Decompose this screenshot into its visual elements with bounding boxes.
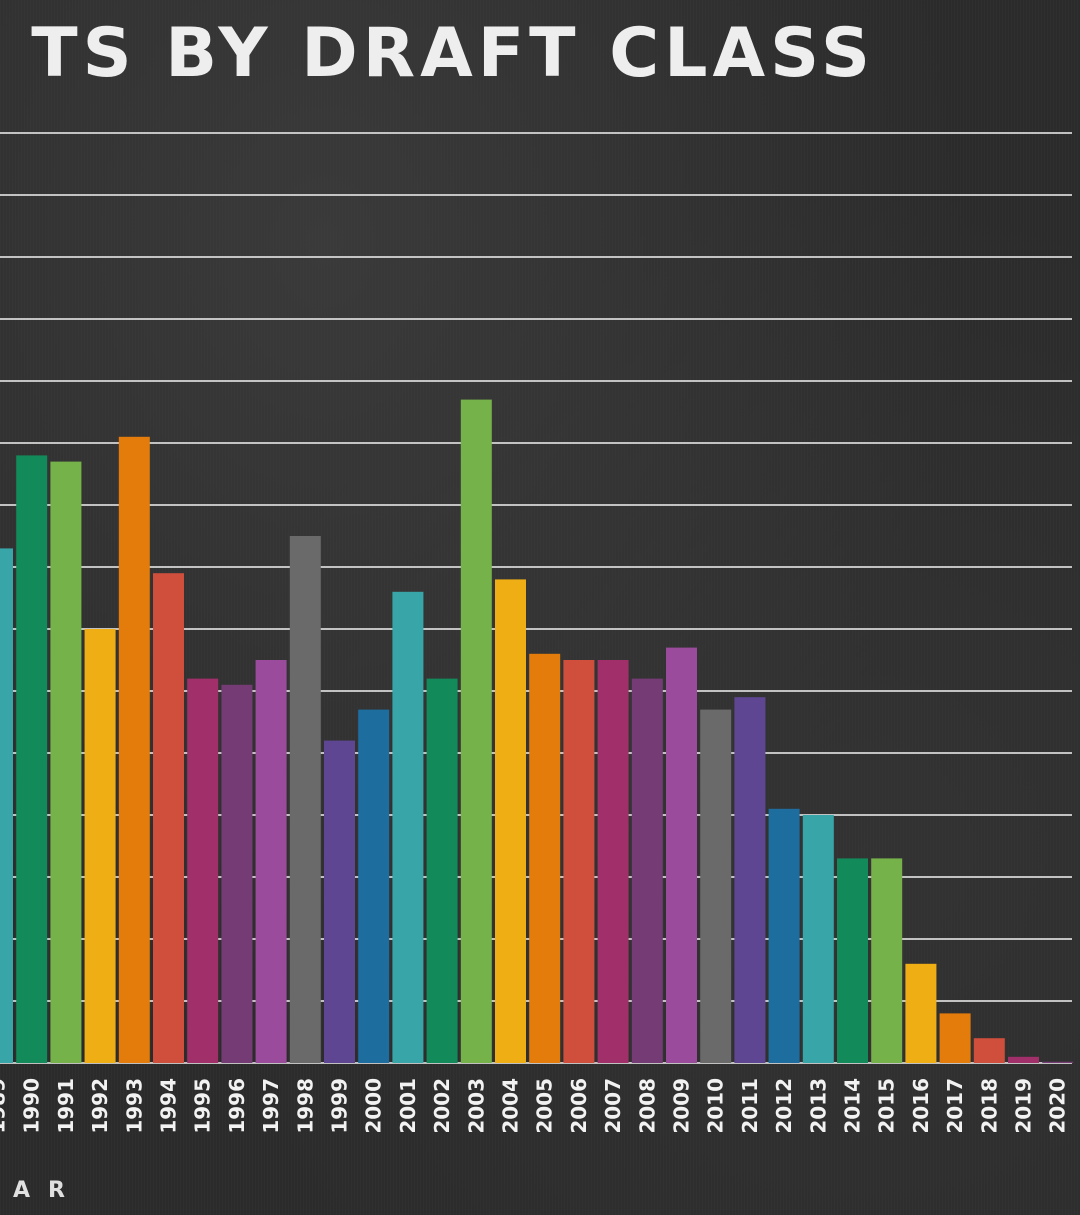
x-tick-label-2003: 2003 [464, 1078, 488, 1134]
x-tick-label-2006: 2006 [567, 1078, 591, 1134]
bar-2008 [631, 678, 663, 1063]
x-tick-label-1999: 1999 [328, 1078, 352, 1134]
bar-2016 [905, 963, 937, 1063]
bar-2018 [973, 1038, 1005, 1063]
x-tick-label-2015: 2015 [875, 1078, 899, 1134]
bar-2011 [734, 697, 766, 1063]
bar-2009 [666, 647, 697, 1063]
x-tick-label-1997: 1997 [259, 1078, 283, 1134]
x-tick-label-2004: 2004 [499, 1078, 523, 1134]
x-tick-label-1990: 1990 [20, 1078, 44, 1134]
bar-2019 [1008, 1056, 1039, 1063]
bar-2014 [837, 858, 868, 1063]
bar-2000 [358, 709, 390, 1063]
bar-1992 [84, 629, 116, 1063]
bar-2005 [529, 653, 561, 1063]
bar-2003 [460, 399, 492, 1064]
bar-2012 [768, 808, 800, 1063]
x-tick-label-2005: 2005 [533, 1078, 557, 1134]
x-tick-label-1991: 1991 [54, 1078, 78, 1134]
x-tick-label-2000: 2000 [362, 1078, 386, 1134]
bar-1990 [16, 455, 48, 1063]
x-tick-label-2017: 2017 [943, 1078, 967, 1134]
bar-1996 [221, 684, 253, 1063]
x-tick-label-1992: 1992 [88, 1078, 112, 1134]
bars [0, 399, 1074, 1064]
x-tick-label-2018: 2018 [977, 1078, 1001, 1134]
x-tick-label-2007: 2007 [601, 1078, 625, 1134]
x-tick-label-1994: 1994 [157, 1078, 181, 1134]
x-tick-label-1996: 1996 [225, 1078, 249, 1134]
bar-1998 [289, 536, 321, 1063]
bar-2017 [939, 1013, 971, 1063]
bar-1995 [187, 678, 219, 1063]
bar-1997 [255, 660, 287, 1063]
x-tick-label-2002: 2002 [430, 1078, 454, 1134]
bar-2004 [495, 579, 526, 1063]
x-tick-label-2011: 2011 [738, 1078, 762, 1134]
x-tick-label-1989: 1989 [0, 1078, 10, 1134]
x-tick-label-1995: 1995 [191, 1078, 215, 1134]
x-tick-label-2009: 2009 [670, 1078, 694, 1134]
bar-1994 [153, 573, 184, 1063]
chart-title: TS BY DRAFT CLASS [31, 14, 875, 93]
bar-1993 [118, 436, 150, 1063]
bar-1999 [324, 740, 355, 1063]
x-tick-label-2016: 2016 [909, 1078, 933, 1134]
bar-2007 [597, 660, 629, 1063]
bar-1991 [50, 461, 82, 1064]
x-tick-label-2020: 2020 [1046, 1078, 1070, 1134]
x-tick-label-2014: 2014 [841, 1078, 865, 1134]
bar-2015 [871, 858, 903, 1063]
bar-2002 [426, 678, 458, 1063]
x-tick-label-2013: 2013 [806, 1078, 830, 1134]
bar-1989 [0, 548, 13, 1063]
x-tick-label-2019: 2019 [1012, 1078, 1036, 1134]
x-tick-label-2012: 2012 [772, 1078, 796, 1134]
bar-2001 [392, 591, 424, 1063]
x-tick-label-2010: 2010 [704, 1078, 728, 1134]
bar-2006 [563, 660, 595, 1063]
x-tick-label-2001: 2001 [396, 1078, 420, 1134]
x-tick-label-1998: 1998 [293, 1078, 317, 1134]
x-tick-label-2008: 2008 [635, 1078, 659, 1134]
bar-2013 [802, 815, 834, 1063]
footer-logo-text: AR [13, 1178, 83, 1203]
x-tick-label-1993: 1993 [122, 1078, 146, 1134]
x-tick-labels: 1989 1990 1991 1992 1993 1994 1995 1996 1997 1998… [0, 1078, 1070, 1134]
bar-2010 [700, 709, 732, 1063]
bar-2020 [1042, 1061, 1074, 1063]
